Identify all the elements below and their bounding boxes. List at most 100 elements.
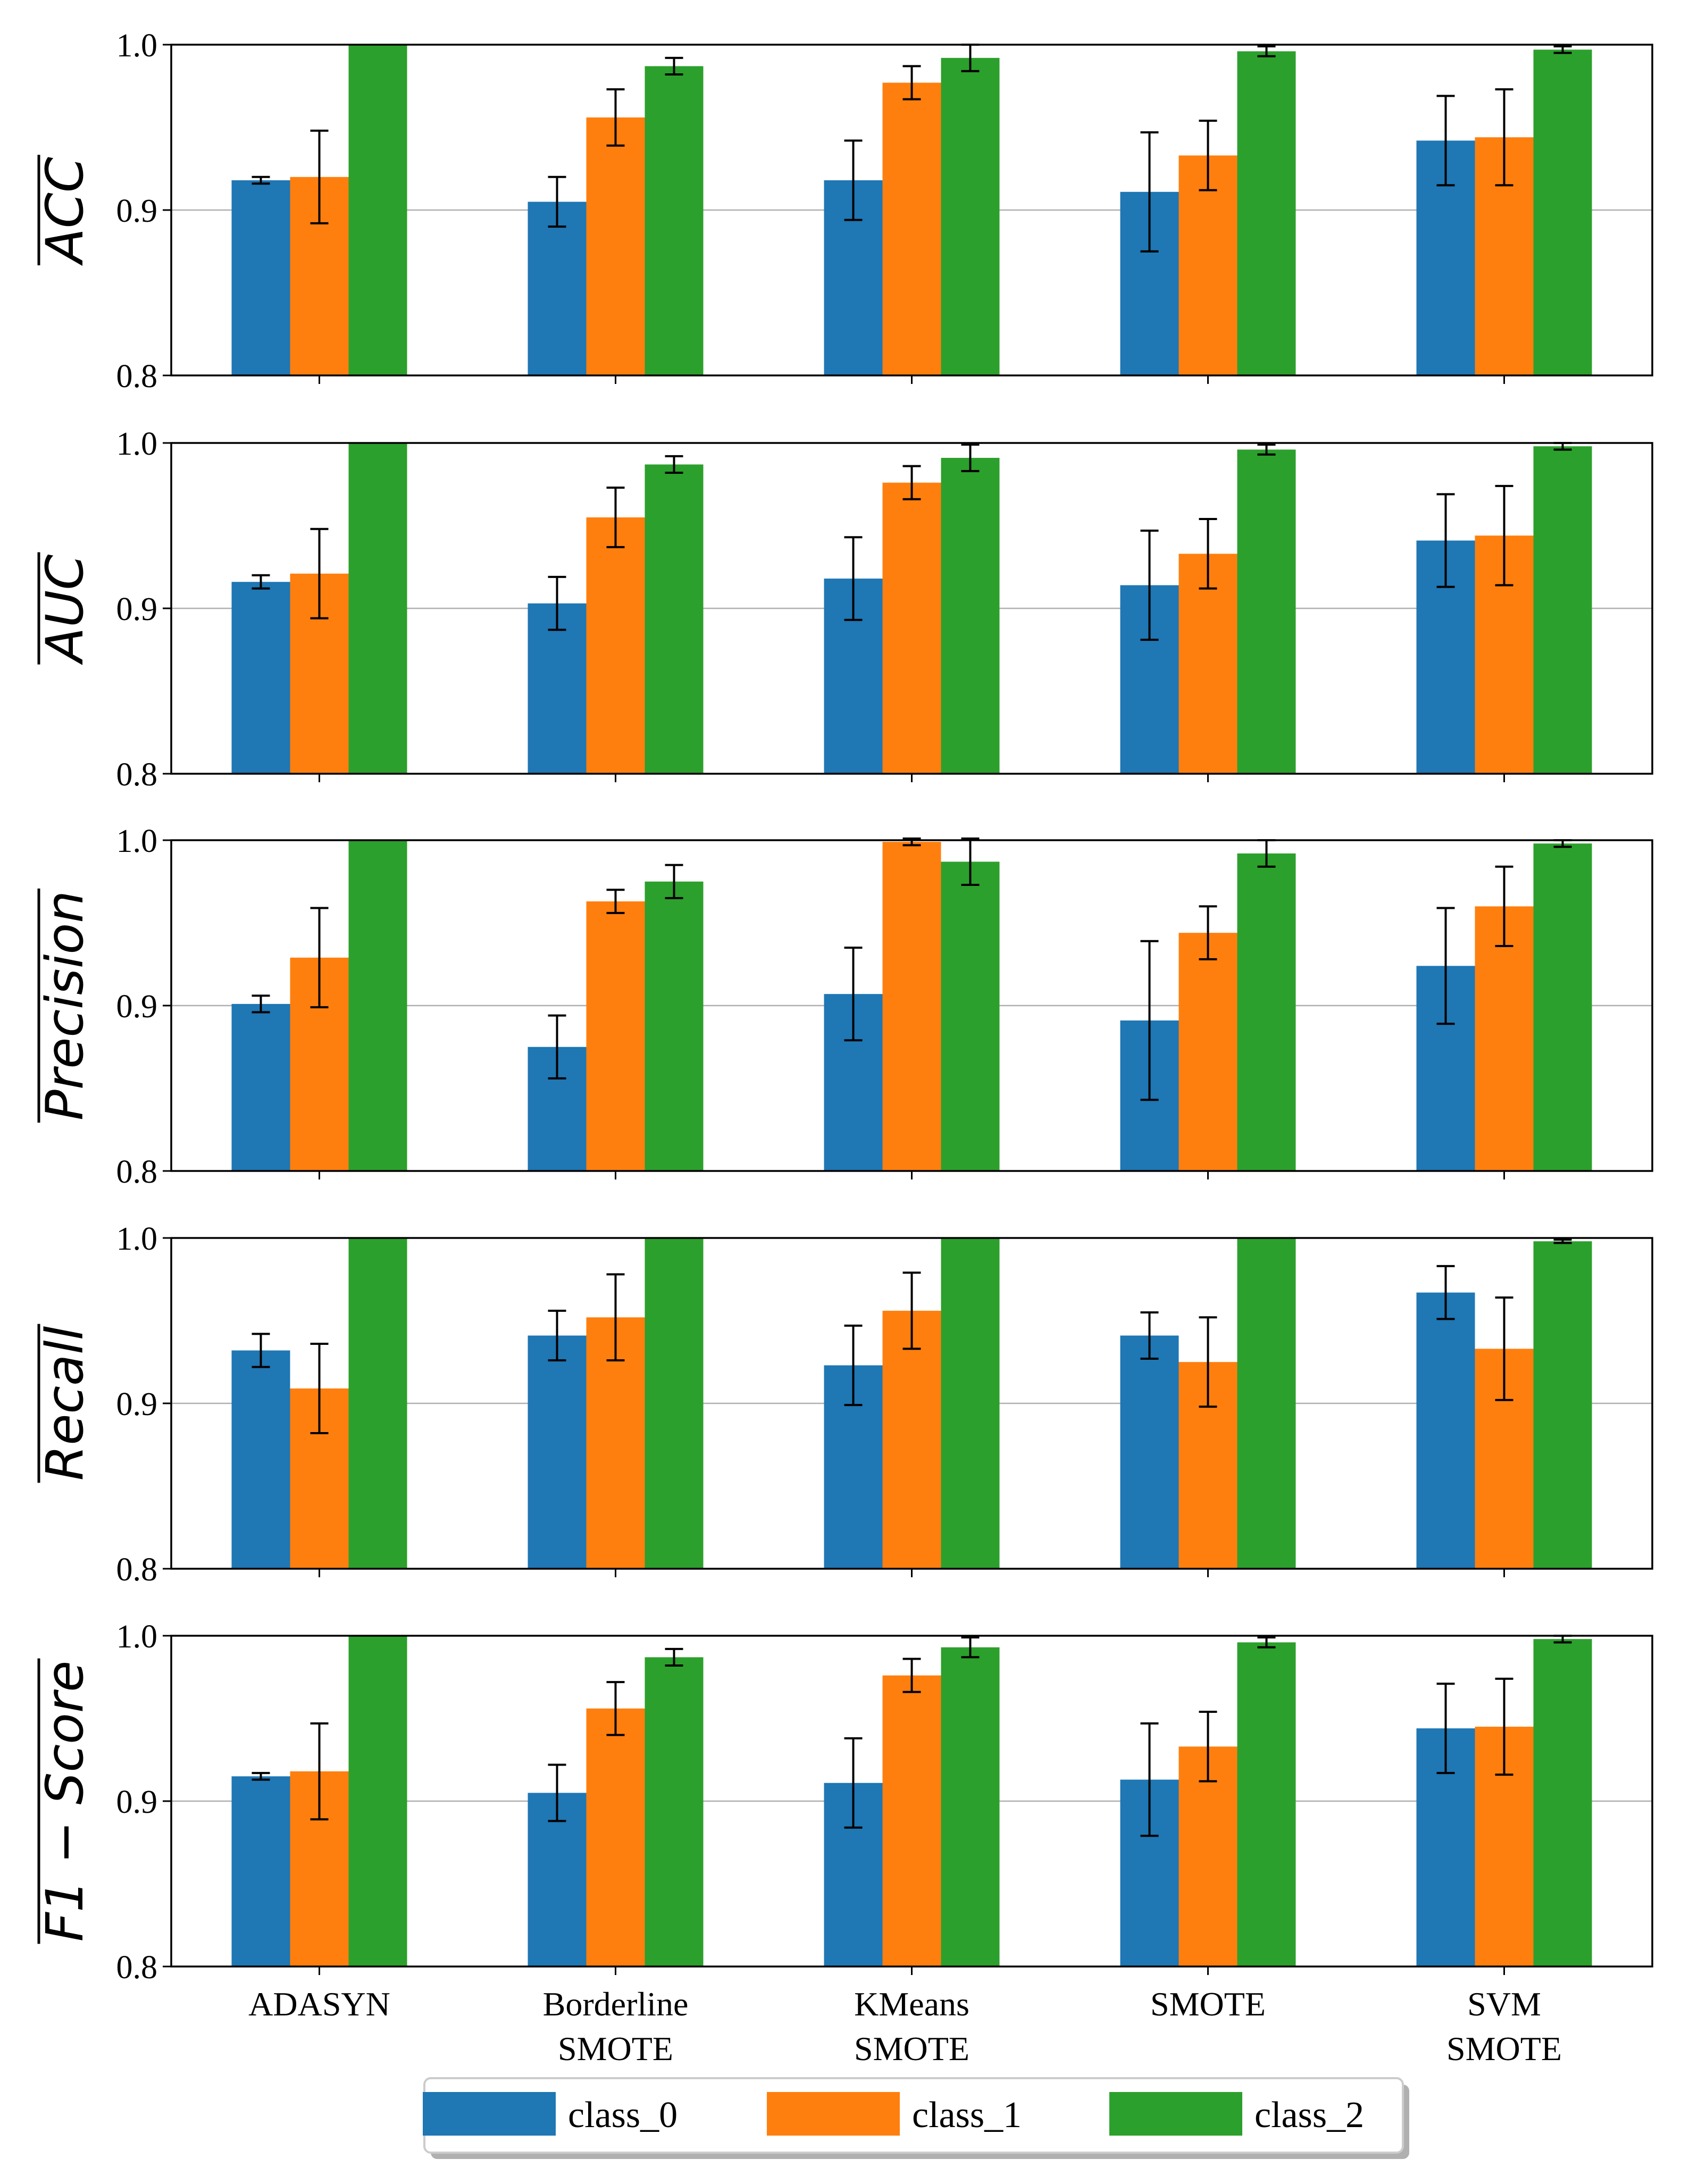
legend-swatch-class-1 — [767, 2092, 900, 2136]
x-category-label-line: SMOTE — [558, 2030, 673, 2068]
y-tick-label: 1.0 — [116, 823, 158, 859]
x-category-label-line: KMeans — [854, 1985, 969, 2023]
legend-swatch-class-2 — [1109, 2092, 1242, 2136]
bar-class-2-1 — [348, 840, 407, 1171]
bar-class-2-4 — [1237, 449, 1296, 774]
bar-class-2-4 — [1237, 51, 1296, 375]
y-tick-label: 1.0 — [116, 1221, 158, 1257]
y-tick-label: 0.8 — [116, 757, 158, 793]
y-tick-label: 0.8 — [116, 1949, 158, 1986]
bar-class-0-2 — [528, 603, 587, 774]
bar-class-2-3 — [941, 1647, 1000, 1967]
bar-class-2-5 — [1533, 843, 1592, 1171]
bar-class-0-1 — [231, 1776, 290, 1967]
bar-class-1-2 — [586, 517, 645, 774]
bar-class-0-2 — [528, 1335, 587, 1569]
bar-class-2-2 — [645, 66, 704, 376]
y-tick-label: 1.0 — [116, 28, 158, 64]
y-axis-label: F1 − Score — [35, 1661, 95, 1942]
subplot-4: 0.8 0.9 1.0 Recall — [35, 1221, 1653, 1588]
bar-class-1-3 — [882, 1675, 941, 1967]
legend-label-class-0: class_0 — [568, 2095, 678, 2136]
subplot-5: 0.8 0.9 1.0 F1 − Score — [35, 1619, 1653, 1986]
bar-class-2-1 — [348, 443, 407, 774]
bar-class-2-5 — [1533, 446, 1592, 774]
bar-class-1-4 — [1178, 554, 1237, 774]
x-category-label-2: Borderline SMOTE — [543, 1985, 689, 2068]
bar-class-2-3 — [941, 57, 1000, 375]
y-axis-label-group: ACC — [35, 155, 95, 266]
x-category-label-line: SMOTE — [1446, 2030, 1562, 2068]
bar-class-0-4 — [1120, 1335, 1179, 1569]
subplot-2: 0.8 0.9 1.0 AUC — [35, 426, 1653, 793]
bar-class-0-2 — [528, 202, 587, 375]
subplots-container: 0.8 0.9 1.0 ACC 0.8 0.9 1.0 AUC 0.8 0.9 1.0 Precisi… — [35, 28, 1653, 1986]
bar-class-1-3 — [882, 842, 941, 1171]
legend-label-class-1: class_1 — [912, 2095, 1022, 2136]
bar-class-2-2 — [645, 464, 704, 774]
bar-class-1-4 — [1178, 1746, 1237, 1967]
y-tick-label: 0.9 — [116, 989, 158, 1025]
y-axis-label-group: Recall — [35, 1324, 95, 1483]
bar-class-0-1 — [231, 180, 290, 375]
bar-class-1-4 — [1178, 155, 1237, 375]
x-category-label-line: ADASYN — [248, 1985, 390, 2023]
y-tick-label: 0.9 — [116, 1386, 158, 1422]
bar-class-0-1 — [231, 1003, 290, 1171]
bar-class-2-3 — [941, 457, 1000, 774]
bar-class-2-1 — [348, 45, 407, 375]
y-tick-label: 0.9 — [116, 1784, 158, 1820]
legend: class_0 class_1 class_2 — [423, 2077, 1409, 2159]
bar-class-1-4 — [1178, 933, 1237, 1171]
bar-class-1-3 — [882, 1310, 941, 1569]
y-tick-label: 0.8 — [116, 1552, 158, 1588]
bar-class-2-1 — [348, 1238, 407, 1569]
bar-class-0-1 — [231, 1350, 290, 1569]
x-category-label-4: SMOTE — [1150, 1985, 1266, 2023]
bar-class-2-4 — [1237, 853, 1296, 1171]
x-category-label-line: Borderline — [543, 1985, 689, 2023]
x-category-label-1: ADASYN — [248, 1985, 390, 2023]
y-tick-label: 0.9 — [116, 193, 158, 229]
bar-class-2-4 — [1237, 1642, 1296, 1967]
y-axis-label: Precision — [35, 891, 95, 1120]
bar-class-2-3 — [941, 1238, 1000, 1569]
bar-class-2-1 — [348, 1636, 407, 1967]
bar-class-2-3 — [941, 861, 1000, 1171]
y-axis-label-group: AUC — [35, 552, 95, 666]
x-category-label-line: SMOTE — [1150, 1985, 1266, 2023]
bar-class-2-2 — [645, 1657, 704, 1967]
legend-label-class-2: class_2 — [1255, 2095, 1364, 2136]
bar-class-1-3 — [882, 482, 941, 774]
y-tick-label: 0.8 — [116, 1154, 158, 1190]
y-tick-label: 0.9 — [116, 591, 158, 627]
x-category-label-line: SMOTE — [854, 2030, 969, 2068]
bar-class-2-4 — [1237, 1238, 1296, 1569]
x-category-label-3: KMeans SMOTE — [854, 1985, 969, 2068]
bar-class-2-5 — [1533, 1639, 1592, 1967]
bar-class-0-1 — [231, 582, 290, 774]
x-category-label-5: SVM SMOTE — [1446, 1985, 1562, 2068]
x-category-label-line: SVM — [1467, 1985, 1541, 2023]
y-axis-label-group: F1 − Score — [35, 1658, 95, 1944]
bar-class-1-3 — [882, 82, 941, 375]
bar-class-1-2 — [586, 1708, 645, 1967]
bar-class-0-5 — [1416, 1292, 1475, 1569]
y-tick-label: 1.0 — [116, 426, 158, 462]
subplot-3: 0.8 0.9 1.0 Precision — [35, 823, 1653, 1190]
y-axis-label-group: Precision — [35, 888, 95, 1123]
bar-class-2-5 — [1533, 49, 1592, 375]
legend-swatch-class-0 — [423, 2092, 556, 2136]
bar-class-2-2 — [645, 881, 704, 1171]
y-axis-label: AUC — [35, 555, 95, 666]
bar-class-1-2 — [586, 901, 645, 1171]
bar-class-1-2 — [586, 117, 645, 375]
y-axis-label: ACC — [35, 157, 95, 266]
y-tick-label: 0.8 — [116, 358, 158, 395]
subplot-1: 0.8 0.9 1.0 ACC — [35, 28, 1653, 395]
bar-class-1-5 — [1475, 906, 1534, 1171]
bar-class-2-2 — [645, 1238, 704, 1569]
y-axis-label: Recall — [35, 1326, 95, 1480]
